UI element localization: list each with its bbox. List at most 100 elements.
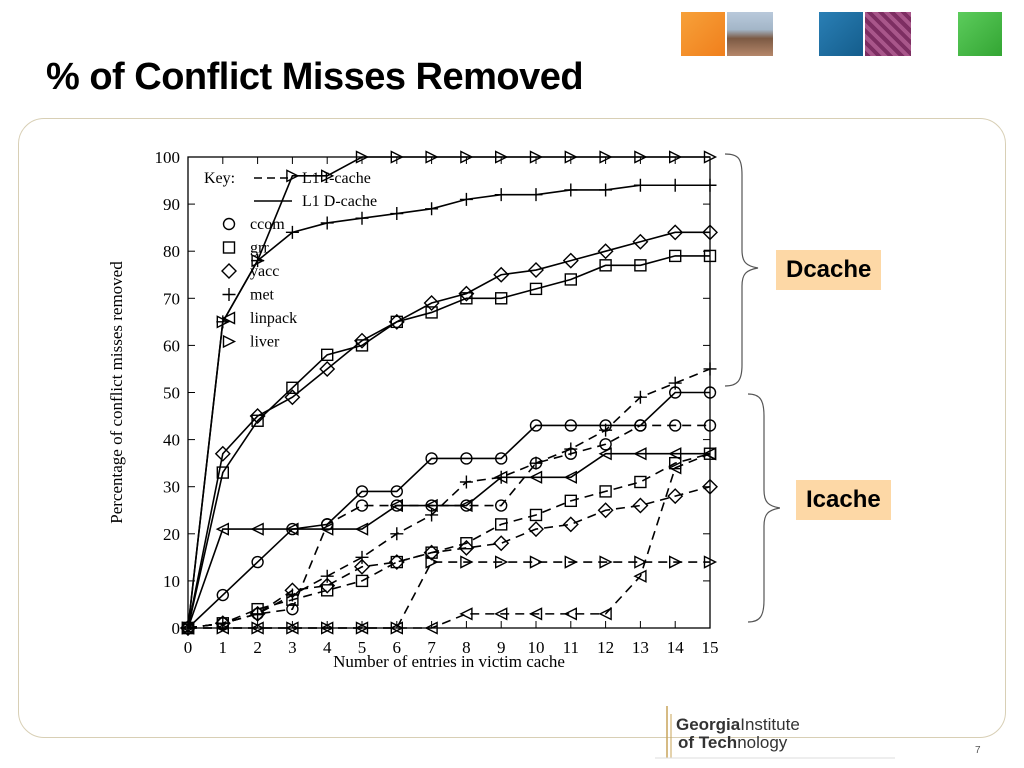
plus-marker [529, 188, 543, 202]
gatech-logo-text: GeorgiaInstitute of Technology [676, 716, 800, 752]
triangle-left-marker [494, 607, 508, 621]
plus-marker [633, 390, 647, 404]
y-tick-label: 70 [163, 289, 180, 308]
legend-item-label: yacc [250, 263, 279, 280]
legend-line-label: L1 D-cache [302, 193, 377, 210]
circle-marker [529, 456, 543, 470]
x-tick-label: 7 [427, 638, 436, 657]
y-tick-label: 20 [163, 525, 180, 544]
diamond-marker [423, 295, 440, 311]
diamond-marker [319, 360, 336, 377]
square-marker [286, 593, 299, 606]
diamond-marker [180, 620, 196, 636]
icache-brace [747, 393, 780, 623]
y-tick-label: 50 [163, 384, 180, 403]
square-marker [669, 249, 682, 263]
x-tick-label: 5 [358, 638, 367, 657]
legend-item-label: met [250, 287, 275, 304]
triangle-left-marker [668, 461, 682, 475]
logo-georgia: Georgia [676, 715, 741, 734]
series-line [187, 452, 710, 629]
plus-marker [703, 178, 717, 192]
triangle-left-marker [702, 447, 717, 461]
circle-marker [460, 452, 473, 465]
page-number: 7 [975, 745, 981, 756]
square-marker [599, 259, 612, 272]
circle-marker [599, 438, 612, 451]
triangle-right-marker [425, 555, 439, 569]
triangle-right-marker [460, 150, 474, 164]
x-tick-label: 14 [667, 638, 685, 657]
square-marker [460, 292, 473, 305]
plus-marker [494, 470, 508, 484]
triangle-right-marker [286, 169, 300, 183]
diamond-marker [214, 445, 231, 462]
triangle-right-marker [599, 150, 613, 164]
triangle-right-marker [599, 555, 613, 569]
diamond-marker [528, 521, 544, 538]
x-tick-label: 15 [702, 638, 719, 657]
plus-marker [355, 550, 369, 564]
plus-marker [320, 216, 334, 230]
series-2-plus-solid [181, 178, 717, 635]
x-tick-label: 12 [597, 638, 614, 657]
y-tick-label: 30 [163, 478, 180, 497]
circle-marker [390, 485, 403, 498]
diamond-marker [319, 577, 336, 594]
triangle-right-marker [634, 555, 648, 569]
series-line [187, 184, 710, 629]
plus-marker [355, 211, 369, 225]
circle-marker [634, 419, 647, 432]
triangle-left-marker [563, 470, 577, 484]
x-tick-label: 13 [632, 638, 649, 657]
diamond-marker [249, 408, 266, 425]
series-line [187, 231, 710, 629]
triangle-left-marker [250, 522, 264, 536]
circle-marker [669, 419, 682, 432]
circle-marker [495, 499, 508, 512]
triangle-right-marker [390, 150, 404, 164]
circle-marker [222, 217, 236, 231]
diamond-marker [388, 313, 405, 330]
triangle-right-marker [425, 150, 439, 164]
triangle-right-marker [634, 150, 648, 164]
circle-marker [320, 518, 334, 531]
square-marker [222, 241, 236, 254]
series-4-square-solid [181, 249, 717, 635]
diamond-marker [597, 502, 614, 519]
plus-marker [703, 362, 717, 376]
y-tick-label: 90 [163, 195, 180, 214]
diamond-marker [562, 516, 579, 533]
plus-marker [668, 376, 682, 390]
square-marker [390, 315, 403, 329]
triangle-left-marker [528, 470, 543, 484]
y-tick-label: 10 [163, 572, 180, 591]
circle-marker [564, 419, 577, 432]
triangle-left-marker [563, 607, 577, 621]
dcache-label: Dcache [776, 250, 882, 290]
triangle-right-marker [320, 169, 335, 183]
triangle-right-marker [355, 150, 370, 164]
square-marker [495, 292, 508, 305]
y-tick-label: 80 [163, 242, 180, 261]
triangle-left-marker [633, 447, 647, 461]
blue-decor-square [819, 12, 863, 56]
icache-label: Icache [796, 480, 891, 520]
gatech-logo-graphic [655, 706, 895, 759]
diamond-marker [667, 224, 684, 241]
square-marker [599, 485, 612, 498]
logo-of-tech: of Tech [678, 733, 738, 752]
triangle-right-marker [564, 150, 578, 164]
diamond-marker [458, 285, 475, 302]
triangle-right-marker [495, 150, 509, 164]
series-8-circle-dashed [181, 419, 717, 635]
logo-nology: nology [737, 733, 788, 752]
circuit-photo-square [865, 12, 911, 56]
circle-marker [390, 499, 403, 512]
square-marker [355, 574, 369, 588]
circle-marker [495, 452, 508, 465]
triangle-left-marker [285, 621, 299, 635]
circle-marker [703, 386, 717, 399]
dcache-brace [724, 153, 759, 387]
